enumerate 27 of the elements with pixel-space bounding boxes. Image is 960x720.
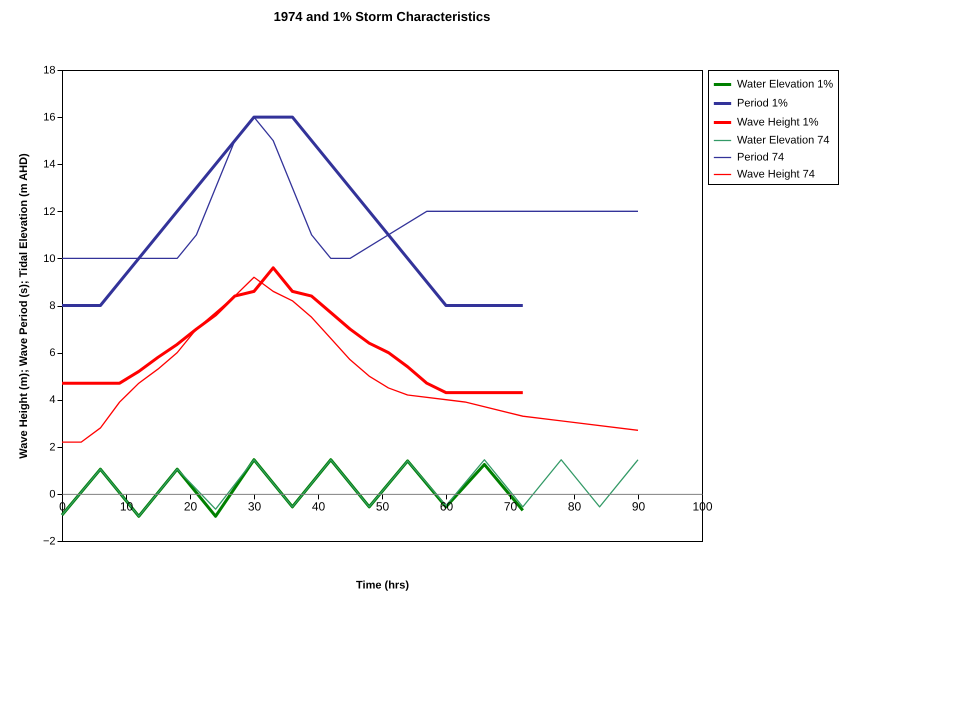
y-tick-label: 10 bbox=[43, 252, 56, 265]
y-tick-label: 4 bbox=[49, 394, 56, 406]
x-tick-label: 70 bbox=[504, 499, 518, 514]
legend-label: Wave Height 74 bbox=[737, 168, 815, 180]
x-tick-label: 40 bbox=[312, 499, 326, 514]
y-tick-label: 16 bbox=[43, 112, 56, 124]
legend-label: Period 74 bbox=[737, 152, 784, 164]
x-tick-label: 50 bbox=[376, 499, 390, 514]
y-tick-label: 12 bbox=[43, 206, 56, 218]
chart-title: 1974 and 1% Storm Characteristics bbox=[274, 9, 490, 24]
legend-label: Wave Height 1% bbox=[737, 116, 819, 128]
legend-label: Water Elevation 74 bbox=[737, 134, 830, 146]
x-tick-label: 20 bbox=[184, 499, 198, 514]
y-tick-label: 0 bbox=[49, 488, 56, 500]
x-axis-title: Time (hrs) bbox=[356, 580, 410, 592]
x-tick-label: 30 bbox=[248, 499, 262, 514]
y-tick-label: 14 bbox=[43, 158, 56, 171]
y-axis-title: Wave Height (m); Wave Period (s); Tidal Elevation (m AHD) bbox=[18, 152, 30, 459]
x-tick-label: 80 bbox=[568, 499, 582, 514]
y-tick-label: 8 bbox=[49, 300, 56, 312]
y-tick-label: −2 bbox=[42, 536, 56, 548]
legend-label: Period 1% bbox=[737, 98, 788, 110]
y-tick-label: 6 bbox=[49, 347, 56, 360]
x-tick-label: 90 bbox=[632, 499, 646, 514]
y-tick-label: 18 bbox=[43, 64, 56, 76]
legend-label: Water Elevation 1% bbox=[737, 78, 834, 90]
y-tick-label: 2 bbox=[49, 441, 56, 454]
